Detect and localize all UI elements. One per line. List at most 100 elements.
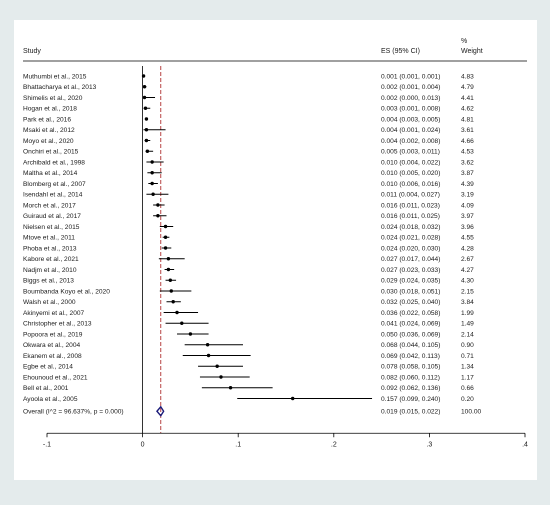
x-tick-label: .1 (235, 441, 241, 448)
study-label: Biggs et al., 2013 (23, 278, 74, 285)
weight-label: 2.67 (461, 256, 474, 263)
forest-plot: Study ES (95% CI) % Weight Muthumbi et a… (23, 38, 528, 448)
weight-label: 2.14 (461, 331, 474, 338)
es-ci-label: 0.010 (0.004, 0.022) (381, 159, 440, 166)
study-label: Muthumbi et al., 2015 (23, 73, 87, 80)
study-label: Msaki et al., 2012 (23, 127, 75, 134)
weight-label: 0.71 (461, 353, 474, 360)
es-ci-label: 0.030 (0.018, 0.051) (381, 288, 440, 295)
weight-label: 4.39 (461, 181, 474, 188)
es-ci-label: 0.069 (0.042, 0.113) (381, 353, 440, 360)
weight-label: 4.53 (461, 149, 474, 156)
study-point (144, 138, 149, 143)
study-label: Onchiri et al., 2015 (23, 149, 79, 156)
weight-label: 1.34 (461, 364, 474, 371)
weight-label: 4.83 (461, 73, 474, 80)
study-label: Phoba et al., 2013 (23, 245, 77, 252)
study-label: Morch et al., 2017 (23, 202, 76, 209)
study-label: Akinyemi et al., 2007 (23, 310, 85, 317)
header-weight-pct: % (461, 38, 467, 45)
overall-weight-label: 100.00 (461, 409, 482, 416)
study-point (219, 375, 223, 379)
es-ci-label: 0.078 (0.058, 0.105) (381, 364, 440, 371)
study-point (228, 386, 233, 390)
x-tick-label: .4 (522, 441, 528, 448)
x-tick-label: .2 (331, 441, 337, 448)
es-ci-label: 0.027 (0.017, 0.044) (381, 256, 440, 263)
weight-label: 4.79 (461, 84, 474, 91)
study-point (151, 192, 155, 196)
study-point (290, 396, 295, 401)
es-ci-label: 0.005 (0.003, 0.011) (381, 149, 440, 156)
overall-es-ci-label: 0.019 (0.015, 0.022) (381, 409, 440, 416)
study-label: Bell et al., 2001 (23, 385, 69, 392)
es-ci-label: 0.010 (0.006, 0.016) (381, 181, 440, 188)
es-ci-label: 0.004 (0.003, 0.005) (381, 116, 440, 123)
overall-diamond (156, 405, 165, 417)
study-point (163, 224, 168, 229)
study-point (156, 214, 160, 218)
es-ci-label: 0.010 (0.005, 0.020) (381, 170, 440, 177)
study-point (166, 267, 171, 272)
forest-plot-panel: Study ES (95% CI) % Weight Muthumbi et a… (14, 20, 537, 480)
study-point (215, 364, 219, 368)
es-ci-label: 0.024 (0.018, 0.032) (381, 224, 440, 231)
study-label: Isendahl et al., 2014 (23, 192, 83, 199)
weight-label: 1.99 (461, 310, 474, 317)
study-point (175, 310, 179, 315)
es-ci-label: 0.003 (0.001, 0.008) (381, 106, 440, 113)
study-label: Guiraud et al., 2017 (23, 213, 81, 220)
study-label: Ayoola et al., 2005 (23, 396, 78, 403)
study-point (163, 246, 168, 250)
es-ci-label: 0.016 (0.011, 0.023) (381, 202, 440, 209)
es-ci-label: 0.050 (0.036, 0.069) (381, 331, 440, 338)
study-label: Blomberg et al., 2007 (23, 181, 86, 188)
weight-label: 0.20 (461, 396, 474, 403)
header-weight: Weight (461, 48, 483, 55)
weight-label: 2.15 (461, 288, 474, 295)
es-ci-label: 0.092 (0.062, 0.136) (381, 385, 440, 392)
study-point (143, 106, 148, 110)
study-point (171, 300, 175, 304)
study-label: Mtove et al., 2011 (23, 235, 75, 242)
es-ci-label: 0.024 (0.021, 0.028) (381, 235, 440, 242)
es-ci-label: 0.036 (0.022, 0.058) (381, 310, 440, 317)
weight-label: 3.19 (461, 192, 474, 199)
weight-label: 0.66 (461, 385, 474, 392)
weight-label: 4.55 (461, 235, 474, 242)
study-label: Egbe et al., 2014 (23, 364, 73, 371)
study-label: Maltha et al., 2014 (23, 170, 78, 177)
x-tick-label: 0 (141, 441, 145, 448)
study-point (205, 343, 210, 347)
weight-label: 3.62 (461, 159, 474, 166)
es-ci-label: 0.032 (0.025, 0.040) (381, 299, 440, 306)
study-point (188, 332, 193, 336)
weight-label: 3.87 (461, 170, 474, 177)
study-point (145, 149, 150, 153)
study-label: Walsh et al., 2000 (23, 299, 76, 306)
study-point (150, 171, 154, 175)
study-label: Park et al., 2016 (23, 116, 71, 123)
es-ci-label: 0.016 (0.011, 0.025) (381, 213, 440, 220)
study-label: Moyo et al., 2020 (23, 138, 74, 145)
x-tick-label: .3 (426, 441, 432, 448)
study-label: Popoora et al., 2019 (23, 331, 83, 338)
weight-label: 3.84 (461, 299, 474, 306)
weight-label: 4.09 (461, 202, 474, 209)
study-label: Hogan et al., 2018 (23, 106, 77, 113)
study-label: Archibald et al., 1998 (23, 159, 85, 166)
es-ci-label: 0.029 (0.024, 0.035) (381, 278, 440, 285)
weight-label: 4.28 (461, 245, 474, 252)
es-ci-label: 0.027 (0.023, 0.033) (381, 267, 440, 274)
study-point (144, 128, 149, 132)
study-label: Shimelis et al., 2020 (23, 95, 83, 102)
study-label: Nielsen et al., 2015 (23, 224, 80, 231)
weight-label: 3.97 (461, 213, 474, 220)
es-ci-label: 0.011 (0.004, 0.027) (381, 192, 440, 199)
study-point (163, 235, 168, 239)
es-ci-label: 0.024 (0.020, 0.030) (381, 245, 440, 252)
study-point (141, 74, 146, 78)
weight-label: 4.66 (461, 138, 474, 145)
weight-label: 1.49 (461, 321, 474, 328)
study-point (168, 278, 173, 282)
